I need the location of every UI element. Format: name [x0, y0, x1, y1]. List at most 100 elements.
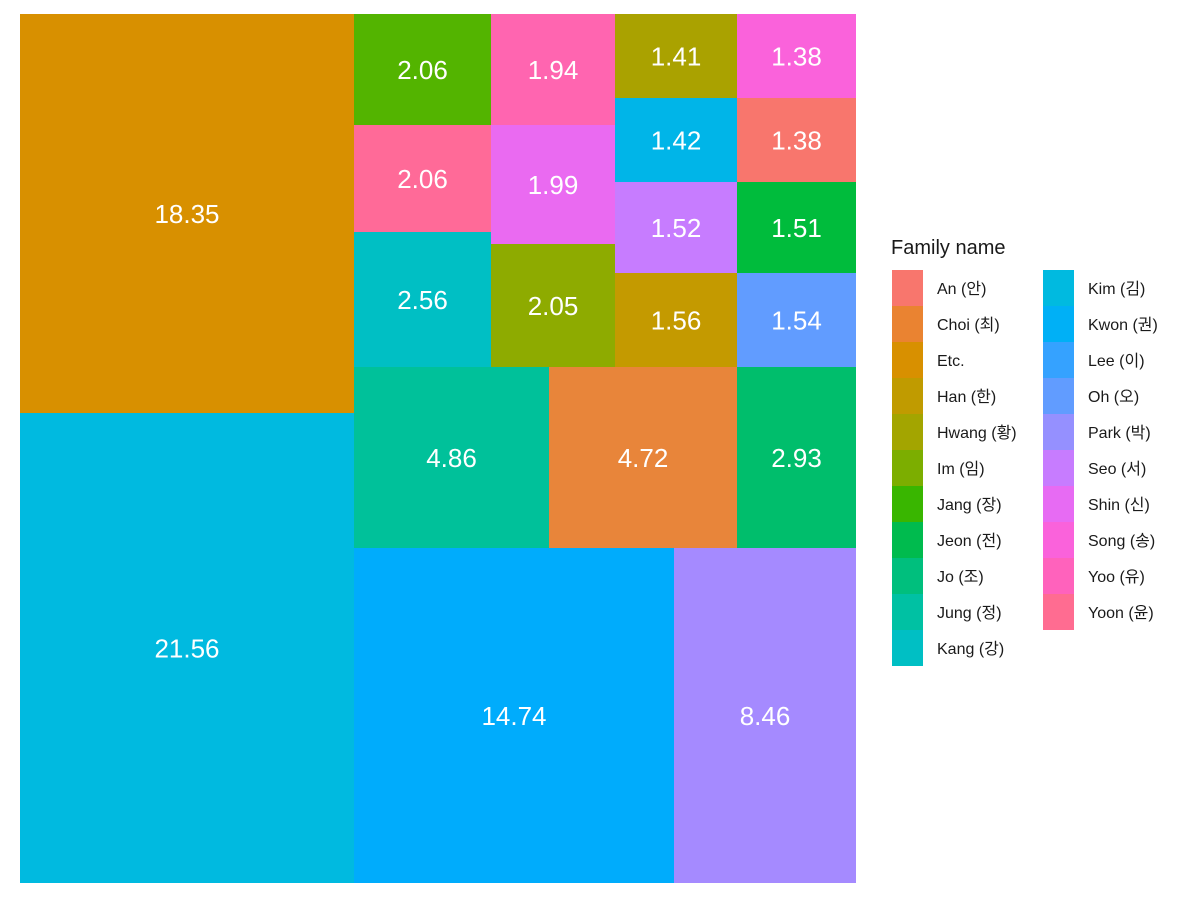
- tile-rect-jo: [737, 367, 856, 548]
- tile-yoon: 2.06: [354, 125, 491, 232]
- legend-entry-jeon: Jeon (전): [892, 522, 1002, 558]
- legend-label-kang: Kang (강): [937, 640, 1004, 658]
- legend-entry-jo: Jo (조): [892, 558, 984, 594]
- tile-yoo: 1.94: [491, 14, 615, 125]
- legend-entry-kim: Kim (김): [1043, 270, 1145, 306]
- legend-key-etc: [892, 342, 923, 378]
- tile-rect-kwon: [615, 98, 737, 182]
- legend-entry-oh: Oh (오): [1043, 378, 1139, 414]
- legend-key-oh: [1043, 378, 1074, 414]
- tile-label-han: 1.56: [651, 305, 702, 335]
- legend-key-jeon: [892, 522, 923, 558]
- tile-label-an: 1.38: [771, 125, 822, 155]
- tile-label-yoon: 2.06: [397, 164, 448, 194]
- tile-kang: 2.56: [354, 232, 491, 367]
- legend-label-song: Song (송): [1088, 532, 1155, 550]
- legend-entry-im: Im (임): [892, 450, 985, 486]
- tile-choi: 4.72: [549, 367, 737, 548]
- tile-label-song: 1.38: [771, 41, 822, 71]
- legend-label-yoo: Yoo (유): [1088, 569, 1145, 586]
- legend-entry-jung: Jung (정): [892, 594, 1002, 630]
- legend-entry-han: Han (한): [892, 378, 996, 414]
- tile-label-hwang: 1.41: [651, 41, 702, 71]
- legend-entry-park: Park (박): [1043, 414, 1151, 450]
- legend-key-kwon: [1043, 306, 1074, 342]
- tile-rect-jang: [354, 14, 491, 125]
- legend-label-jo: Jo (조): [937, 569, 984, 586]
- legend-label-hwang: Hwang (황): [937, 424, 1017, 442]
- legend-key-hwang: [892, 414, 923, 450]
- tile-kwon: 1.42: [615, 98, 737, 182]
- legend-label-oh: Oh (오): [1088, 389, 1139, 406]
- tile-rect-hwang: [615, 14, 737, 98]
- tile-label-shin: 1.99: [528, 170, 579, 200]
- legend-label-lee: Lee (이): [1088, 352, 1145, 370]
- tile-shin: 1.99: [491, 125, 615, 244]
- legend-label-choi: Choi (최): [937, 316, 1000, 334]
- tile-label-etc: 18.35: [154, 199, 219, 229]
- tile-rect-seo: [615, 182, 737, 273]
- tile-label-park: 8.46: [740, 701, 791, 731]
- legend-key-jung: [892, 594, 923, 630]
- legend-entry-choi: Choi (최): [892, 306, 1000, 342]
- tile-rect-an: [737, 98, 856, 182]
- tile-jeon: 1.51: [737, 182, 856, 273]
- legend-entry-yoon: Yoon (윤): [1043, 594, 1154, 630]
- tile-label-seo: 1.52: [651, 213, 702, 243]
- tile-hwang: 1.41: [615, 14, 737, 98]
- legend-entry-shin: Shin (신): [1043, 486, 1150, 522]
- tile-kim: 21.56: [20, 413, 354, 883]
- legend-entry-seo: Seo (서): [1043, 450, 1146, 486]
- tile-rect-park: [674, 548, 856, 883]
- legend-key-han: [892, 378, 923, 414]
- legend-key-choi: [892, 306, 923, 342]
- legend-key-jang: [892, 486, 923, 522]
- legend-key-lee: [1043, 342, 1074, 378]
- legend-label-yoon: Yoon (윤): [1088, 604, 1154, 622]
- legend-items: An (안) Choi (최) Etc. Han (한) Hwang (황) Im (임)…: [892, 270, 1158, 666]
- legend-title: Family name: [891, 237, 1005, 259]
- tile-rect-jeon: [737, 182, 856, 273]
- tile-label-kim: 21.56: [154, 633, 219, 663]
- tile-label-jeon: 1.51: [771, 213, 822, 243]
- legend-label-kim: Kim (김): [1088, 280, 1145, 298]
- tile-rect-etc: [20, 14, 354, 413]
- tile-oh: 1.54: [737, 273, 856, 367]
- legend-key-yoo: [1043, 558, 1074, 594]
- tile-label-kang: 2.56: [397, 285, 448, 315]
- legend-key-im: [892, 450, 923, 486]
- tile-label-jung: 4.86: [426, 443, 477, 473]
- tile-rect-lee: [354, 548, 674, 883]
- tile-seo: 1.52: [615, 182, 737, 273]
- tile-etc: 18.35: [20, 14, 354, 413]
- tile-label-yoo: 1.94: [528, 55, 579, 85]
- tile-rect-oh: [737, 273, 856, 367]
- legend-label-seo: Seo (서): [1088, 460, 1146, 478]
- tile-rect-shin: [491, 125, 615, 244]
- treemap-tiles: 21.56 18.35 14.74 8.46 4.86 4.72 2.93 2.56 2.06 2…: [20, 14, 856, 883]
- legend-label-kwon: Kwon (권): [1088, 316, 1158, 334]
- tile-rect-yoo: [491, 14, 615, 125]
- tile-rect-jung: [354, 367, 549, 548]
- legend-entry-kwon: Kwon (권): [1043, 306, 1158, 342]
- legend-entry-etc: Etc.: [892, 342, 965, 378]
- legend-key-shin: [1043, 486, 1074, 522]
- legend-key-yoon: [1043, 594, 1074, 630]
- tile-rect-song: [737, 14, 856, 98]
- legend-entry-song: Song (송): [1043, 522, 1155, 558]
- legend-label-im: Im (임): [937, 460, 985, 478]
- legend-label-jung: Jung (정): [937, 604, 1002, 622]
- tile-label-oh: 1.54: [771, 305, 822, 335]
- tile-han: 1.56: [615, 273, 737, 367]
- tile-label-kwon: 1.42: [651, 125, 702, 155]
- legend-entry-yoo: Yoo (유): [1043, 558, 1145, 594]
- tile-jo: 2.93: [737, 367, 856, 548]
- tile-label-lee: 14.74: [481, 701, 546, 731]
- tile-rect-kang: [354, 232, 491, 367]
- tile-rect-han: [615, 273, 737, 367]
- legend-label-park: Park (박): [1088, 424, 1151, 442]
- legend-key-an: [892, 270, 923, 306]
- legend-key-kang: [892, 630, 923, 666]
- legend-entry-jang: Jang (장): [892, 486, 1002, 522]
